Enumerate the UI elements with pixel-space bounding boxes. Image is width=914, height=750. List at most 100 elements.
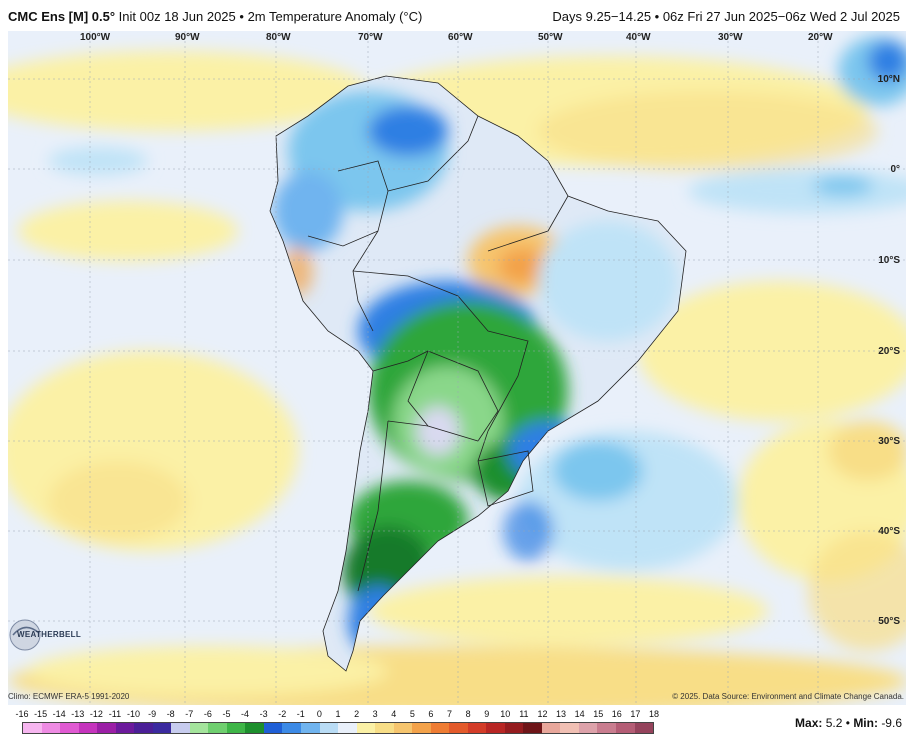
ocean-anomaly-field <box>8 36 906 705</box>
climo-note: Climo: ECMWF ERA-5 1991-2020 <box>8 692 130 701</box>
colorbar-tick-label: 8 <box>465 709 471 719</box>
map-graphic <box>8 31 906 705</box>
country-borders <box>269 75 687 672</box>
colorbar-swatch <box>263 723 283 733</box>
colorbar-swatch <box>430 723 450 733</box>
colorbar-tick-label: 14 <box>574 709 585 719</box>
colorbar-tick-label: 2 <box>354 709 360 719</box>
colorbar-tick-label: 5 <box>409 709 415 719</box>
colorbar-tick-label: -10 <box>127 709 141 719</box>
colorbar-tick-label: 10 <box>500 709 511 719</box>
colorbar-swatch <box>226 723 246 733</box>
colorbar-tick-label: -2 <box>278 709 287 719</box>
max-min-readout: Max: 5.2 • Min: -9.6 <box>795 716 902 730</box>
colorbar-swatch <box>597 723 616 733</box>
colorbar-swatch <box>393 723 413 733</box>
colorbar-swatch <box>523 723 542 733</box>
lon-label-20w: 20°W <box>808 32 833 43</box>
colorbar-tick-label: 11 <box>519 709 529 719</box>
weatherbell-logo: WEATHERBELL <box>5 615 83 655</box>
colorbar-swatch <box>23 723 42 733</box>
colorbar-tick-label: 4 <box>391 709 397 719</box>
colorbar-swatch <box>375 723 394 733</box>
colorbar-tick-label: -3 <box>259 709 268 719</box>
colorbar-tick-label: -15 <box>34 709 48 719</box>
min-label: Min: <box>853 716 878 730</box>
colorbar-tick-label: 1 <box>335 709 341 719</box>
colorbar-swatch <box>449 723 468 733</box>
colorbar-swatch <box>319 723 339 733</box>
colorbar-swatch <box>467 723 487 733</box>
colorbar-swatch <box>412 723 431 733</box>
lat-label-20s: 20°S <box>878 346 900 357</box>
colorbar-tick-label: 12 <box>537 709 548 719</box>
colorbar-swatch <box>41 723 61 733</box>
colorbar-tick-label: 17 <box>630 709 641 719</box>
colorbar-tick-label: -7 <box>185 709 194 719</box>
colorbar-swatch <box>282 723 301 733</box>
colorbar-tick-label: 6 <box>428 709 434 719</box>
colorbar-swatch <box>356 723 376 733</box>
colorbar-swatch <box>560 723 579 733</box>
colorbar-swatch <box>208 723 227 733</box>
colorbar-swatch <box>634 723 654 733</box>
colorbar-tick-label: 9 <box>484 709 490 719</box>
colorbar-tick-label: 0 <box>316 709 322 719</box>
colorbar-tick-label: 13 <box>556 709 567 719</box>
lat-label-40s: 40°S <box>878 526 900 537</box>
lat-label-0: 0° <box>890 164 900 175</box>
variable-name: 2m Temperature Anomaly (°C) <box>247 9 423 24</box>
lon-label-70w: 70°W <box>358 32 383 43</box>
colorbar-tick-label: -5 <box>222 709 231 719</box>
colorbar-tick-label: -12 <box>89 709 103 719</box>
colorbar-tick-label: -6 <box>203 709 212 719</box>
max-min-separator: • <box>845 716 850 730</box>
colorbar-swatch <box>504 723 524 733</box>
title-separator: • <box>239 9 244 24</box>
colorbar-swatch <box>60 723 79 733</box>
colorbar-tick-label: -11 <box>108 709 122 719</box>
lon-label-90w: 90°W <box>175 32 200 43</box>
colorbar-tick-label: 7 <box>447 709 453 719</box>
lat-label-10n: 10°N <box>877 74 900 85</box>
colorbar: -16 -15 -14 -13 -12 -11 -10 -9 -8 -7 -6 -5 -4 -3 -2 -1 0… <box>15 709 659 738</box>
lon-label-30w: 30°W <box>718 32 743 43</box>
colorbar-tick-label: -8 <box>166 709 175 719</box>
colorbar-swatch <box>115 723 135 733</box>
colorbar-tick-label: 3 <box>372 709 378 719</box>
colorbar-tick-label: -13 <box>71 709 85 719</box>
colorbar-swatch <box>245 723 264 733</box>
colorbar-swatch <box>78 723 98 733</box>
lat-label-50s: 50°S <box>878 616 900 627</box>
max-value: 5.2 <box>825 716 843 730</box>
lat-label-10s: 10°S <box>878 255 900 266</box>
anomaly-map: 100°W 90°W 80°W 70°W 60°W 50°W 40°W 30°W… <box>8 31 906 705</box>
colorbar-swatch <box>616 723 635 733</box>
colorbar-tick-label: 18 <box>648 709 659 719</box>
colorbar-tick-label: -16 <box>15 709 29 719</box>
lon-label-50w: 50°W <box>538 32 563 43</box>
colorbar-tick-label: -4 <box>241 709 250 719</box>
valid-period: Days 9.25−14.25 • 06z Fri 27 Jun 2025−06… <box>552 9 900 24</box>
colorbar-swatch <box>97 723 116 733</box>
colorbar-labels: -16 -15 -14 -13 -12 -11 -10 -9 -8 -7 -6 -5 -4 -3 -2 -1 0… <box>15 709 659 721</box>
lon-label-100w: 100°W <box>80 32 111 43</box>
colorbar-tick-label: -1 <box>296 709 305 719</box>
graticule <box>8 31 906 705</box>
lat-label-30s: 30°S <box>878 436 900 447</box>
colorbar-swatch <box>541 723 561 733</box>
lon-label-40w: 40°W <box>626 32 651 43</box>
map-title: CMC Ens [M] 0.5° Init 00z 18 Jun 2025 • … <box>8 9 422 24</box>
colorbar-swatch <box>486 723 505 733</box>
colorbar-tick-label: -14 <box>52 709 66 719</box>
max-label: Max: <box>795 716 823 730</box>
colorbar-tick-label: -9 <box>148 709 157 719</box>
colorbar-swatch <box>134 723 153 733</box>
lon-label-60w: 60°W <box>448 32 473 43</box>
model-name: CMC Ens [M] 0.5 <box>8 9 110 24</box>
data-credit: © 2025. Data Source: Environment and Cli… <box>672 692 904 701</box>
colorbar-swatch <box>152 723 172 733</box>
colorbar-swatch <box>300 723 320 733</box>
map-header: CMC Ens [M] 0.5° Init 00z 18 Jun 2025 • … <box>0 0 914 30</box>
colorbar-swatch <box>189 723 209 733</box>
